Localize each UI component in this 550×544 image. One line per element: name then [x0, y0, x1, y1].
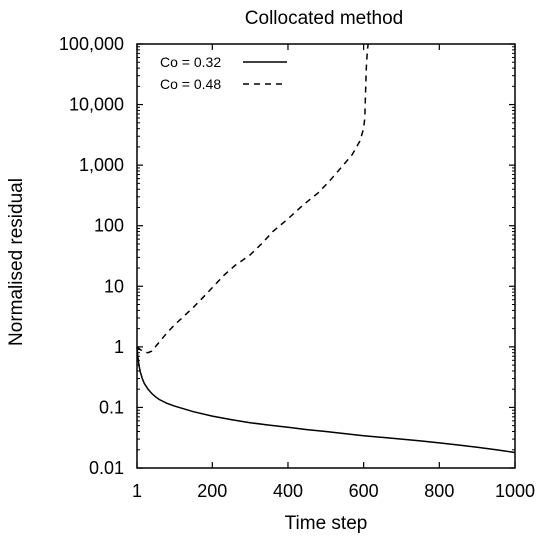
- x-axis-label: Time step: [285, 513, 368, 534]
- y-tick-label: 0.1: [99, 397, 124, 417]
- y-tick-label: 100,000: [59, 34, 124, 54]
- x-tick-label: 400: [273, 481, 303, 501]
- x-tick-label: 1000: [495, 481, 535, 501]
- x-tick-label: 600: [349, 481, 379, 501]
- axis-ticks: 1 200 400 600 800 1000 0.01 0.1 1 10 100 1,000 10,00…: [59, 34, 535, 501]
- x-tick-label: 1: [132, 481, 142, 501]
- plot-lines: [136, 43, 516, 454]
- x-tick-label: 200: [197, 481, 227, 501]
- y-tick-label: 10: [104, 276, 124, 296]
- plot-frame: [136, 43, 516, 469]
- x-tick-label: 800: [424, 481, 454, 501]
- series-line-2: [136, 43, 369, 354]
- legend: Co = 0.32 Co = 0.48: [160, 54, 287, 92]
- series-line-1: [136, 346, 516, 454]
- y-tick-label: 1: [114, 337, 124, 357]
- y-tick-label: 10,000: [69, 95, 124, 115]
- chart-title: Collocated method: [245, 8, 403, 29]
- y-tick-label: 0.01: [89, 458, 124, 478]
- y-tick-label: 1,000: [79, 155, 124, 175]
- legend-label-1: Co = 0.32: [160, 54, 221, 70]
- y-tick-label: 100: [94, 216, 124, 236]
- legend-label-2: Co = 0.48: [160, 76, 221, 92]
- y-axis-label: Normalised residual: [6, 178, 27, 346]
